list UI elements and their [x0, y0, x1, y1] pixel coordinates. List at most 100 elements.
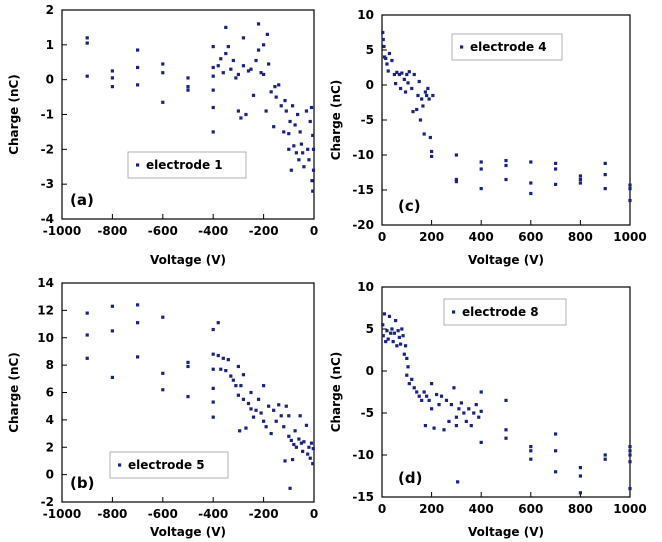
data-point [304, 423, 309, 427]
data-point [234, 384, 238, 388]
data-point [447, 419, 451, 423]
data-point [434, 392, 439, 397]
data-point [422, 132, 426, 136]
x-tick-label: 0 [310, 507, 318, 521]
data-point [390, 58, 394, 63]
x-axis-title: Voltage (V) [150, 525, 226, 539]
data-point [249, 67, 253, 71]
data-point [394, 82, 398, 86]
data-point [439, 394, 444, 398]
data-point [504, 436, 508, 440]
y-tick-label: 10 [37, 331, 54, 345]
data-point [110, 85, 114, 89]
data-point [308, 456, 312, 460]
data-point [628, 187, 632, 191]
data-point [231, 58, 235, 63]
legend-box [127, 151, 247, 179]
data-point [251, 415, 256, 419]
data-point [219, 367, 223, 371]
data-point [301, 449, 305, 453]
data-point [211, 400, 215, 404]
data-point [211, 327, 215, 332]
data-point [554, 161, 558, 165]
y-tick-label: 5 [366, 322, 374, 336]
data-point [469, 424, 473, 428]
data-point [417, 394, 421, 398]
data-point [384, 340, 388, 344]
panel-label: (b) [70, 474, 94, 492]
data-point [262, 72, 266, 77]
data-point [219, 57, 223, 61]
x-tick-label: 1000 [613, 502, 646, 516]
data-point [307, 158, 311, 162]
data-point [294, 445, 298, 449]
data-point [85, 311, 89, 315]
data-point [390, 327, 394, 331]
data-point [292, 144, 296, 148]
data-point [381, 323, 385, 327]
data-point [423, 424, 427, 428]
data-point [85, 356, 89, 360]
data-point [603, 161, 607, 165]
data-point [454, 424, 458, 428]
data-point [265, 32, 269, 36]
data-point [603, 187, 607, 191]
data-point [292, 442, 296, 447]
data-point [479, 440, 483, 444]
data-point [457, 407, 461, 411]
data-point [504, 177, 508, 182]
data-point [416, 93, 420, 98]
data-point [628, 198, 632, 203]
data-point [229, 67, 233, 71]
data-point [420, 398, 424, 402]
data-point [311, 133, 315, 137]
data-point [299, 441, 303, 445]
x-tick-label: 0 [378, 502, 386, 516]
legend-marker [460, 45, 464, 49]
data-point [236, 364, 240, 369]
data-point [578, 466, 582, 470]
data-point [272, 408, 276, 412]
data-point [236, 109, 240, 113]
x-axis-title: Voltage (V) [150, 253, 226, 267]
data-point [294, 151, 298, 155]
data-point [427, 398, 431, 402]
data-point [430, 154, 434, 158]
data-point [244, 112, 248, 117]
data-point [290, 457, 295, 462]
data-point [397, 72, 401, 77]
data-point [249, 407, 253, 411]
data-point [578, 174, 582, 178]
data-point [283, 98, 287, 103]
data-point [395, 70, 399, 74]
data-point [85, 36, 89, 40]
y-tick-label: -10 [352, 148, 374, 162]
y-tick-label: -5 [361, 113, 374, 127]
data-point [430, 407, 434, 411]
data-point [241, 397, 246, 401]
data-point [269, 90, 273, 94]
data-point [287, 414, 291, 418]
data-point [249, 390, 253, 395]
data-point [578, 177, 582, 182]
data-point [161, 371, 165, 375]
data-point [186, 395, 190, 399]
data-point [136, 355, 140, 359]
y-tick-label: 1 [46, 38, 54, 52]
data-point [428, 135, 432, 140]
data-point [246, 401, 251, 406]
data-point [578, 491, 582, 495]
x-tick-label: 400 [469, 502, 494, 516]
y-axis-title: Charge (nC) [7, 352, 21, 433]
y-tick-label: -15 [352, 183, 374, 197]
data-point [273, 85, 277, 89]
data-point [399, 86, 403, 91]
y-tick-label: 0 [46, 73, 54, 87]
data-point [399, 342, 403, 346]
data-point [234, 76, 238, 80]
data-point [479, 187, 483, 191]
data-point [297, 158, 301, 162]
legend-box [451, 33, 563, 61]
data-point [239, 384, 243, 388]
